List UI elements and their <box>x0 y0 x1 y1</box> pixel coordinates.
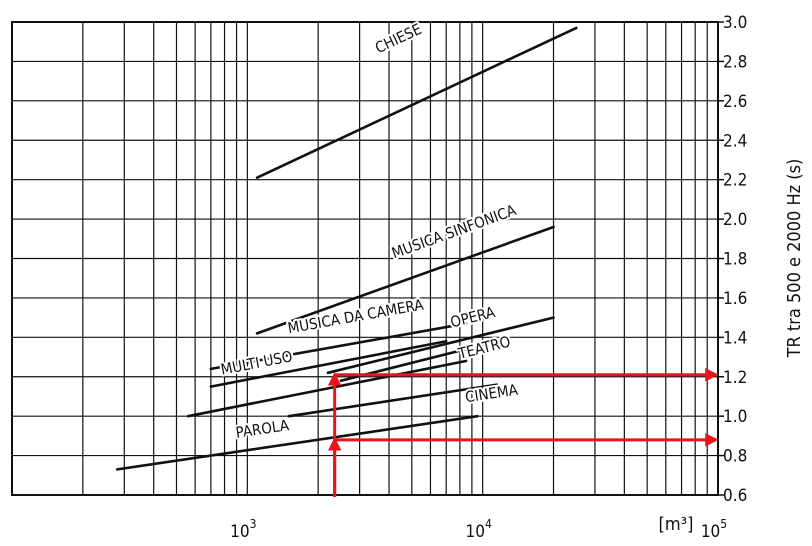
x-tick-label: 103 <box>230 517 256 542</box>
y-axis-label: TR tra 500 e 2000 Hz (s) <box>784 159 805 359</box>
x-tick-label: 104 <box>465 517 491 542</box>
x-tick-label: 105 <box>701 517 727 542</box>
y-tick-label: 0.6 <box>723 486 747 506</box>
y-tick-label: 1.8 <box>723 250 747 270</box>
series-line-opera <box>326 316 555 375</box>
y-tick-label: 1.2 <box>723 368 747 388</box>
y-tick-label: 2.2 <box>723 171 747 191</box>
annotation-layer <box>327 368 719 497</box>
y-tick-layer: 0.6 0.8 1.0 1.2 1.4 1.6 1.8 2.0 2.2 2.4 2.6 2.8 3.0 <box>718 13 747 506</box>
series-line-musica-da-camera <box>209 322 468 371</box>
y-tick-label: 2.6 <box>723 92 747 112</box>
x-tick-layer: 103 104 105 <box>230 517 727 542</box>
y-tick-label: 1.6 <box>723 289 747 309</box>
y-tick-label: 1.0 <box>723 407 747 427</box>
y-tick-label: 2.8 <box>723 52 747 72</box>
series-line-multi-uso <box>209 339 448 388</box>
x-unit-label: [m³] <box>659 514 694 535</box>
series-label-musica-da-camera: MUSICA DA CAMERA <box>286 295 425 337</box>
y-tick-label: 2.4 <box>723 131 747 151</box>
series-line-parola <box>115 414 479 471</box>
plot-grid <box>12 22 718 495</box>
series-label-opera: OPERA <box>449 303 498 331</box>
series-line-unlabeled <box>186 359 468 418</box>
series-line-musica-sinfonica <box>255 225 555 335</box>
series-label-musica-sinfonica: MUSICA SINFONICA <box>389 201 519 262</box>
series-line-chiese <box>255 26 578 179</box>
series-label-parola: PAROLA <box>235 416 291 442</box>
y-tick-label: 2.0 <box>723 210 747 230</box>
series-line-cinema <box>287 383 499 418</box>
y-tick-label: 0.8 <box>723 447 747 467</box>
y-tick-label: 1.4 <box>723 328 747 348</box>
series-label-chiese: CHIESE <box>372 20 424 57</box>
y-tick-label: 3.0 <box>723 13 747 33</box>
